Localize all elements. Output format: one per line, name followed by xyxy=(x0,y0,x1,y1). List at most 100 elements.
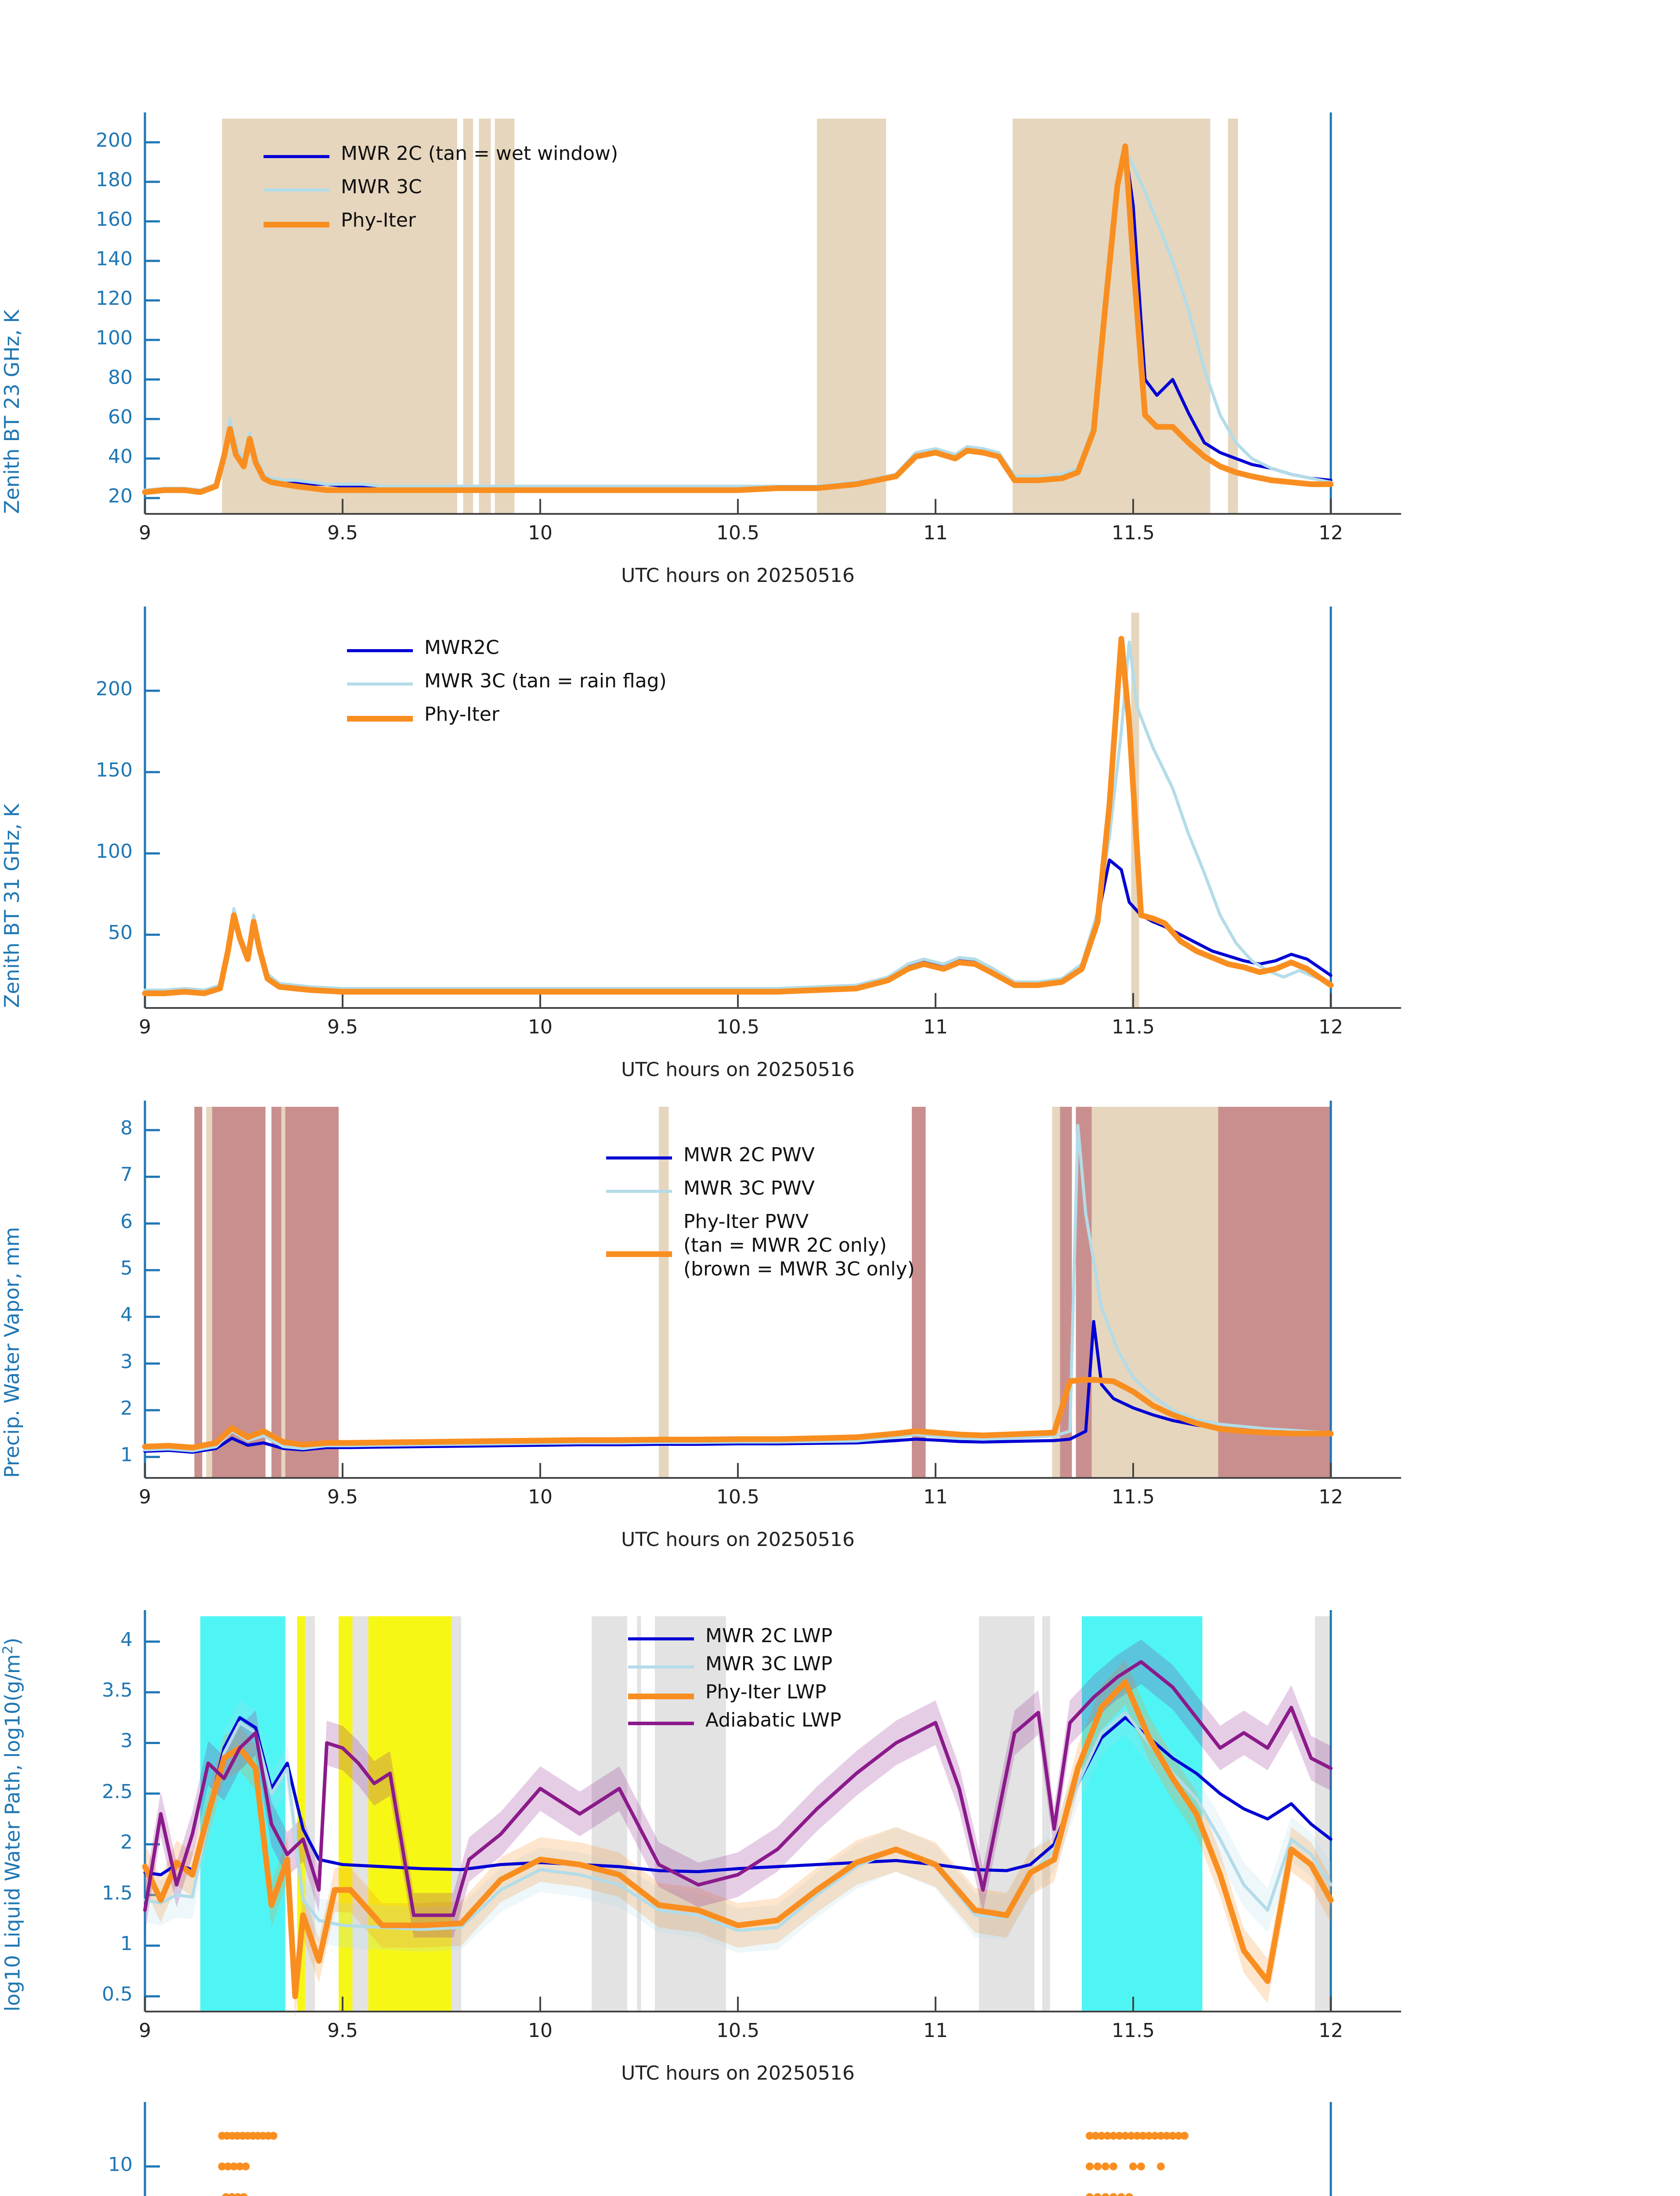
dq-flag-point xyxy=(230,2162,238,2171)
y-tick-label: 5 xyxy=(120,1257,133,1279)
y-tick-label: 1.5 xyxy=(102,1882,133,1904)
x-tick-label: 9.5 xyxy=(327,1486,358,1508)
y-tick-label: 40 xyxy=(108,445,133,468)
x-tick-label: 11 xyxy=(923,1016,948,1038)
dq-flag-point xyxy=(1117,2193,1125,2196)
dq-flag-point xyxy=(1139,2131,1147,2140)
y-tick-label: 140 xyxy=(96,248,133,270)
y-tick-label: 160 xyxy=(96,208,133,231)
y-tick-label: 4 xyxy=(120,1628,133,1651)
legend-label: MWR 3C xyxy=(341,176,422,198)
legend-swatch xyxy=(347,716,413,722)
dq-flag-point xyxy=(1129,2162,1137,2171)
x-tick-label: 12 xyxy=(1319,1016,1343,1038)
x-tick-label: 10 xyxy=(528,522,553,544)
legend-label: Phy-Iter PWV (tan = MWR 2C only) (brown … xyxy=(683,1210,915,1280)
legend-label: MWR 2C LWP xyxy=(705,1625,833,1647)
y-tick-label: 1 xyxy=(120,1932,133,1955)
dq-flag-point xyxy=(1091,2131,1100,2140)
dq-flag-point xyxy=(1094,2162,1102,2171)
x-tick-label: 11 xyxy=(923,522,948,544)
x-tick-label: 11.5 xyxy=(1112,1486,1155,1508)
y-tick-label: 20 xyxy=(108,485,133,507)
y-tick-label: 1 xyxy=(120,1444,133,1466)
dq-flag-point xyxy=(1125,2193,1133,2196)
legend-swatch xyxy=(264,155,329,158)
x-tick-label: 11.5 xyxy=(1112,2019,1155,2042)
legend-label: Phy-Iter xyxy=(341,209,416,231)
y-tick-label: 3 xyxy=(120,1730,133,1752)
x-tick-label: 11.5 xyxy=(1112,522,1155,544)
x-axis-label: UTC hours on 20250516 xyxy=(621,2062,855,2084)
dq-flag-point xyxy=(1102,2162,1109,2171)
legend-swatch xyxy=(628,1722,694,1725)
dq-flag-point xyxy=(228,2193,236,2196)
y-tick-label: 2.5 xyxy=(102,1780,133,1803)
legend-swatch xyxy=(347,683,413,686)
x-tick-label: 11 xyxy=(923,2019,948,2042)
x-tick-label: 9.5 xyxy=(327,2019,358,2042)
y-tick-label: 50 xyxy=(108,921,133,944)
dq-flag-point xyxy=(236,2162,244,2171)
legend-label: MWR 3C (tan = rain flag) xyxy=(424,670,667,692)
dq-flag-point xyxy=(228,2131,236,2140)
dq-flag-point xyxy=(1102,2193,1109,2196)
legend-label: MWR2C xyxy=(424,636,499,659)
x-tick-label: 10.5 xyxy=(716,1486,759,1508)
dq-flag-point xyxy=(1151,2131,1159,2140)
dq-flag-point xyxy=(1098,2131,1106,2140)
dq-flag-point xyxy=(238,2131,247,2140)
y-tick-label: 4 xyxy=(120,1304,133,1326)
dq-flag-point xyxy=(1109,2162,1117,2171)
y-tick-label: 100 xyxy=(96,327,133,349)
dq-flag-point xyxy=(242,2162,250,2171)
dq-flag-point xyxy=(1163,2131,1171,2140)
x-tick-label: 11 xyxy=(923,1486,948,1508)
dq-flag-point xyxy=(1169,2131,1177,2140)
dq-flag-point xyxy=(234,2193,242,2196)
y-tick-label: 150 xyxy=(96,758,133,781)
x-axis-label: UTC hours on 20250516 xyxy=(621,1058,855,1081)
dq-flag-point xyxy=(1109,2193,1117,2196)
x-tick-label: 10.5 xyxy=(716,1016,759,1038)
x-tick-label: 10.5 xyxy=(716,2019,759,2042)
legend-swatch xyxy=(628,1637,694,1640)
dq-flag-point xyxy=(269,2131,278,2140)
y-tick-label: 180 xyxy=(96,169,133,191)
dq-flag-point xyxy=(1086,2193,1094,2196)
dq-flag-point xyxy=(218,2131,226,2140)
dq-flag-point xyxy=(259,2131,267,2140)
dq-flag-point xyxy=(1086,2162,1094,2171)
x-tick-label: 9.5 xyxy=(327,522,358,544)
dq-flag-point xyxy=(222,2193,230,2196)
x-tick-label: 10 xyxy=(528,1016,553,1038)
dq-flag-point xyxy=(1157,2131,1165,2140)
dq-flag-point xyxy=(1137,2162,1145,2171)
dq-flag-point xyxy=(233,2131,242,2140)
legend-swatch xyxy=(264,188,329,191)
dq-flag-point xyxy=(264,2131,272,2140)
legend-label: MWR 2C PWV xyxy=(683,1144,815,1166)
x-tick-label: 9 xyxy=(139,1016,151,1038)
y-tick-label: 200 xyxy=(96,129,133,152)
dq-flag-point xyxy=(223,2131,231,2140)
y-tick-label: 80 xyxy=(108,366,133,389)
dq-flag-point xyxy=(1127,2131,1135,2140)
x-tick-label: 11.5 xyxy=(1112,1016,1155,1038)
legend-label: MWR 3C LWP xyxy=(705,1653,833,1675)
dq-flag-point xyxy=(1181,2131,1189,2140)
legend-label: Phy-Iter LWP xyxy=(705,1681,827,1703)
y-tick-label: 10 xyxy=(108,2153,133,2176)
dq-flag-point xyxy=(1157,2162,1165,2171)
x-tick-label: 9 xyxy=(139,2019,151,2042)
legend-swatch xyxy=(606,1251,672,1257)
y-tick-label: 7 xyxy=(120,1163,133,1186)
legend-swatch xyxy=(606,1190,672,1193)
y-tick-label: 100 xyxy=(96,840,133,863)
x-axis-label: UTC hours on 20250516 xyxy=(621,1528,855,1551)
x-tick-label: 12 xyxy=(1319,2019,1343,2042)
dq-flag-point xyxy=(1109,2131,1117,2140)
legend-swatch xyxy=(606,1156,672,1159)
